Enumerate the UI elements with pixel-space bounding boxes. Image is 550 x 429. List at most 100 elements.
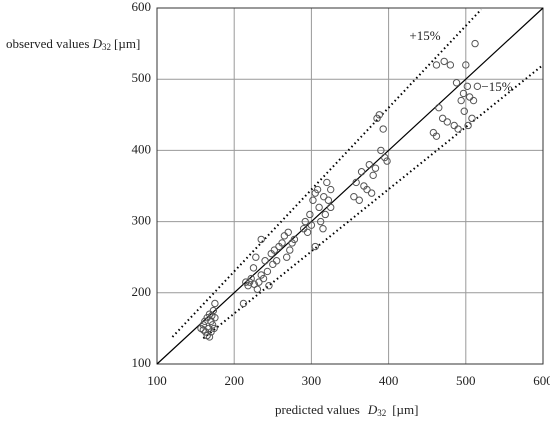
point <box>255 278 263 286</box>
point <box>290 235 299 244</box>
point <box>365 160 373 169</box>
point <box>208 321 217 329</box>
y-tick-label: 400 <box>132 141 152 156</box>
point <box>464 121 472 130</box>
x-label-symbol: D <box>367 402 378 417</box>
point <box>462 61 470 69</box>
point <box>280 232 289 240</box>
y-label-text: observed values <box>6 36 89 51</box>
point <box>301 217 309 226</box>
point <box>250 280 258 288</box>
point <box>357 168 366 176</box>
point <box>313 185 322 194</box>
plot-frame <box>156 7 544 365</box>
x-label-subscript: 32 <box>377 408 386 418</box>
point <box>383 157 391 165</box>
point <box>457 96 465 105</box>
point <box>432 61 441 69</box>
point <box>432 132 441 140</box>
point <box>327 203 335 212</box>
point <box>286 246 294 254</box>
point <box>210 324 218 333</box>
point <box>459 89 468 98</box>
point <box>375 111 384 119</box>
point <box>209 306 218 315</box>
point <box>435 103 443 112</box>
point <box>450 121 458 130</box>
point <box>270 246 279 254</box>
point <box>199 326 208 334</box>
x-label-unit: [µm] <box>392 402 418 417</box>
y-label-subscript: 32 <box>102 42 111 52</box>
x-tick-label: 200 <box>224 373 244 388</box>
point <box>446 61 455 69</box>
point <box>261 257 269 265</box>
x-tick-label: 400 <box>379 373 399 388</box>
bound-line <box>202 64 544 340</box>
point <box>438 114 447 123</box>
point <box>471 39 479 48</box>
point <box>452 79 461 87</box>
point <box>265 281 273 290</box>
y-label-symbol: D <box>92 36 103 51</box>
point <box>443 118 451 126</box>
y-label-unit: [µm] <box>114 36 140 51</box>
point <box>269 260 277 269</box>
point <box>239 299 248 308</box>
x-tick-label: 600 <box>533 373 550 388</box>
x-tick-label: 300 <box>302 373 322 388</box>
point <box>205 333 214 341</box>
point <box>303 228 312 236</box>
point <box>469 96 478 105</box>
point <box>272 257 281 265</box>
line-label: +15% <box>409 28 440 43</box>
point <box>352 178 360 187</box>
point <box>211 299 219 308</box>
point <box>247 274 255 283</box>
point <box>465 93 474 101</box>
point <box>316 217 325 226</box>
point <box>249 264 258 272</box>
line-label: −15% <box>481 79 512 94</box>
point <box>284 228 292 236</box>
point <box>468 114 476 123</box>
point <box>327 185 335 194</box>
point <box>324 196 333 204</box>
x-label-text: predicted values <box>275 402 360 417</box>
point <box>454 125 462 133</box>
y-tick-label: 100 <box>132 355 152 370</box>
x-tick-label: 100 <box>147 373 167 388</box>
y-tick-label: 600 <box>132 0 152 14</box>
point <box>263 267 272 276</box>
point <box>319 225 327 233</box>
point <box>377 146 385 155</box>
point <box>321 210 329 219</box>
point <box>199 321 208 329</box>
point <box>355 196 363 204</box>
reference-line <box>156 7 544 365</box>
point <box>363 185 371 194</box>
point <box>208 311 216 320</box>
point <box>257 235 265 244</box>
point <box>252 253 260 261</box>
point <box>306 210 314 219</box>
point <box>323 178 331 187</box>
point <box>278 239 286 247</box>
point <box>315 203 323 212</box>
x-tick-label: 500 <box>456 373 476 388</box>
x-axis-label: predicted values D32 [µm] <box>275 402 418 418</box>
point <box>320 192 328 201</box>
y-tick-label: 500 <box>132 70 152 85</box>
point <box>367 189 376 197</box>
y-axis-label: observed values D32 [µm] <box>6 36 140 52</box>
point <box>309 196 317 204</box>
point <box>440 57 448 66</box>
point <box>350 192 358 201</box>
y-tick-label: 300 <box>132 213 152 228</box>
bound-line <box>171 8 482 338</box>
point <box>371 164 380 172</box>
point <box>259 274 268 283</box>
point <box>460 107 468 115</box>
y-tick-label: 200 <box>132 284 152 299</box>
